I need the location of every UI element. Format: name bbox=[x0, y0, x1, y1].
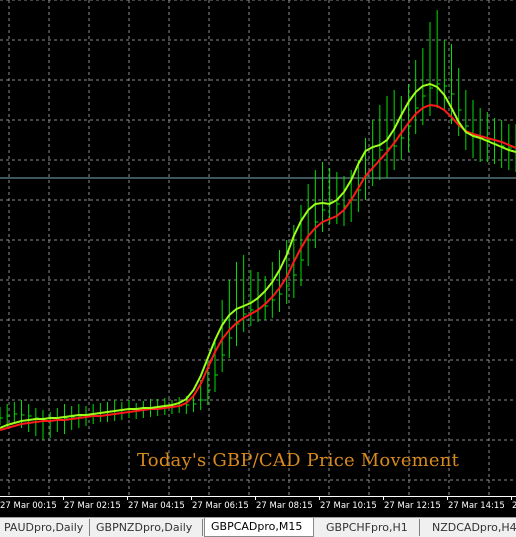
chart-canvas bbox=[0, 0, 516, 496]
chart-tab-bar: PAUDpro,Daily GBPNZDpro,Daily GBPCADpro,… bbox=[0, 517, 516, 537]
time-axis-label: 27 Mar 02:15 bbox=[64, 501, 121, 511]
slow-moving-average-line bbox=[0, 103, 516, 431]
time-axis-label: 27 Mar 08:15 bbox=[256, 501, 313, 511]
tab-gbpchfpro-h1[interactable]: GBPCHFpro,H1 bbox=[320, 519, 420, 536]
time-axis-tick bbox=[255, 497, 256, 500]
tab-paudpro-daily[interactable]: PAUDpro,Daily bbox=[0, 519, 90, 536]
time-axis-tick bbox=[127, 497, 128, 500]
tab-gbpcadpro-m15[interactable]: GBPCADpro,M15 bbox=[204, 518, 314, 537]
fast-moving-average-line bbox=[0, 82, 516, 429]
time-axis-tick bbox=[63, 497, 64, 500]
time-axis-label: 27 Mar 00:15 bbox=[0, 501, 57, 511]
time-axis-label: 27 Mar 06:15 bbox=[192, 501, 249, 511]
time-axis-label: 27 Mar 10:15 bbox=[320, 501, 377, 511]
time-axis-tick bbox=[383, 497, 384, 500]
price-chart[interactable]: Today's GBP/CAD Price Movement bbox=[0, 0, 516, 496]
time-axis-label: 27 Mar 12:15 bbox=[384, 501, 441, 511]
time-axis-tick bbox=[511, 497, 512, 500]
time-axis-label: 2 bbox=[512, 501, 516, 511]
tab-gbpnzdpro-daily[interactable]: GBPNZDpro,Daily bbox=[90, 519, 203, 536]
time-axis-tick bbox=[191, 497, 192, 500]
time-axis-label: 27 Mar 14:15 bbox=[448, 501, 505, 511]
time-axis: 27 Mar 00:15 27 Mar 02:15 27 Mar 04:15 27 M… bbox=[0, 496, 516, 517]
time-axis-tick bbox=[447, 497, 448, 500]
tab-nzdcadpro-h4[interactable]: NZDCADpro,H4 bbox=[432, 521, 516, 534]
time-axis-label: 27 Mar 04:15 bbox=[128, 501, 185, 511]
overlay-title: Today's GBP/CAD Price Movement bbox=[136, 450, 460, 471]
time-axis-tick bbox=[319, 497, 320, 500]
